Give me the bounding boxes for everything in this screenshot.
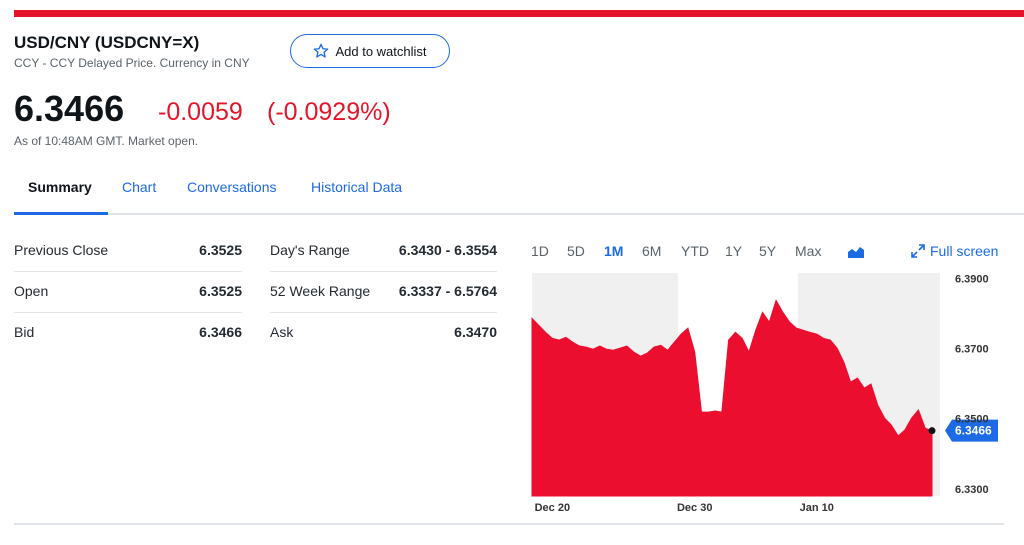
- tab[interactable]: Chart: [122, 179, 157, 195]
- tab[interactable]: Summary: [28, 179, 92, 195]
- row-divider: [14, 271, 242, 272]
- range-button[interactable]: Max: [795, 243, 822, 259]
- full-screen-label: Full screen: [930, 243, 999, 259]
- range-button[interactable]: 6M: [642, 243, 662, 259]
- top-bar: [14, 10, 1024, 17]
- stat-value: 6.3470: [454, 324, 497, 340]
- x-tick-label: Dec 20: [535, 502, 570, 514]
- y-tick-label: 6.3500: [955, 414, 989, 426]
- price: 6.3466: [14, 88, 125, 129]
- stat-label: Previous Close: [14, 242, 109, 258]
- tab-indicator: [14, 212, 108, 215]
- stat-label: Ask: [270, 324, 294, 340]
- watchlist-button[interactable]: Add to watchlist: [290, 34, 450, 68]
- watchlist-label: Add to watchlist: [335, 43, 427, 59]
- range-button[interactable]: 1Y: [725, 243, 743, 259]
- stat-label: 52 Week Range: [270, 283, 371, 299]
- expand-icon: [911, 244, 925, 258]
- stat-value: 6.3430 - 6.3554: [398, 242, 497, 258]
- change: -0.0059: [158, 98, 243, 126]
- range-button[interactable]: YTD: [681, 243, 709, 259]
- x-tick-label: Dec 30: [677, 502, 712, 514]
- stat-label: Bid: [14, 324, 35, 340]
- tab[interactable]: Historical Data: [311, 179, 403, 195]
- as-of: As of 10:48AM GMT. Market open.: [14, 134, 199, 148]
- stat-value: 6.3525: [199, 242, 242, 258]
- range-button[interactable]: 5D: [567, 243, 585, 259]
- tab-divider: [14, 213, 1024, 215]
- star-icon: [314, 43, 329, 58]
- divider: [14, 523, 1004, 525]
- full-screen[interactable]: Full screen: [911, 243, 998, 259]
- price-area: [531, 299, 933, 497]
- stat-value: 6.3337 - 6.5764: [398, 283, 497, 299]
- price-tag-label: 6.3466: [955, 424, 992, 438]
- subtitle: CCY - CCY Delayed Price. Currency in CNY: [14, 56, 250, 70]
- title: USD/CNY (USDCNY=X): [14, 33, 200, 52]
- stat-value: 6.3466: [199, 324, 242, 340]
- stat-label: Day's Range: [270, 242, 350, 258]
- row-divider: [270, 271, 497, 272]
- price-tag: [945, 419, 998, 442]
- stat-label: Open: [14, 283, 49, 299]
- y-tick-label: 6.3900: [955, 273, 989, 285]
- range-button[interactable]: 1M: [604, 243, 624, 259]
- range-button[interactable]: 1D: [531, 243, 549, 259]
- change-percent: (-0.0929%): [267, 98, 391, 126]
- row-divider: [14, 312, 242, 313]
- tab[interactable]: Conversations: [187, 179, 277, 195]
- y-tick-label: 6.3700: [955, 344, 989, 356]
- x-tick-label: Jan 10: [800, 502, 834, 514]
- row-divider: [270, 312, 497, 313]
- chart-type-icon[interactable]: [848, 247, 864, 258]
- y-tick-label: 6.3300: [955, 484, 989, 496]
- last-point: [928, 427, 936, 435]
- stat-value: 6.3525: [199, 283, 242, 299]
- range-button[interactable]: 5Y: [759, 243, 777, 259]
